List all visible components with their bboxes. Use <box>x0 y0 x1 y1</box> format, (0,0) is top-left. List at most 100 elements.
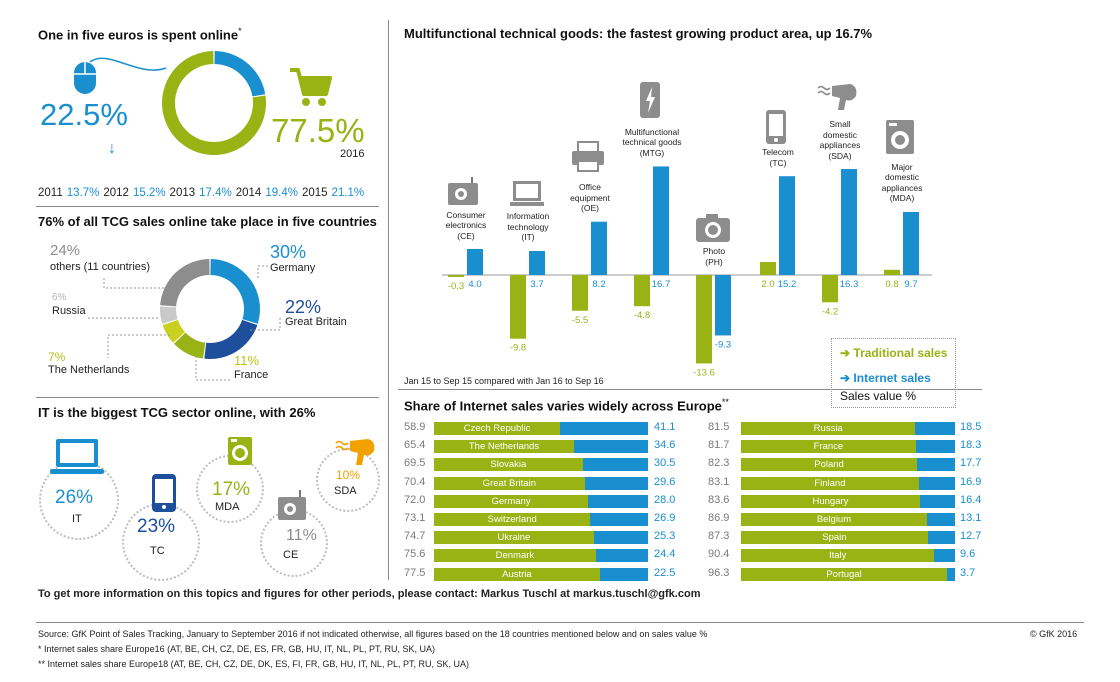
europe-net-value: 13.1 <box>960 512 982 524</box>
europe-country-label: The Netherlands <box>468 441 540 453</box>
europe-internet-bar <box>947 567 955 581</box>
history-year: 2012 <box>103 187 129 199</box>
history-value: 19.4% <box>265 187 298 199</box>
europe-bar-row: Spain <box>741 531 955 545</box>
europe-traditional-bar <box>434 440 574 454</box>
traditional-bar-ce <box>448 275 464 277</box>
growth-category-label: Multifunctional technical goods (MTG) <box>612 127 692 159</box>
growth-period-note: Jan 15 to Sep 15 compared with Jan 16 to… <box>404 376 604 386</box>
legend-internet-label: Internet sales <box>853 371 931 385</box>
traditional-value-label: 0.8 <box>885 279 898 290</box>
sector-sda-pct: 10% <box>336 468 361 482</box>
europe-trad-value: 73.1 <box>404 512 426 524</box>
europe-traditional-bar <box>741 513 927 526</box>
internet-value-label: -9.3 <box>715 339 731 350</box>
divider-left-1 <box>36 206 379 207</box>
internet-value-label: 8.2 <box>592 279 605 290</box>
europe-internet-bar <box>590 513 648 526</box>
europe-net-value: 17.7 <box>960 457 982 470</box>
growth-category-label-line: (OE) <box>581 203 599 214</box>
europe-trad-value: 86.9 <box>708 512 730 524</box>
history-value: 21.1% <box>331 187 365 199</box>
growth-category-label-line: Photo <box>702 246 726 256</box>
traditional-bar-ph <box>696 275 712 364</box>
europe-traditional-bar <box>434 458 583 472</box>
europe-net-value: 3.7 <box>960 566 976 579</box>
country-france-pct: 11% <box>234 353 260 368</box>
growth-category-label-line: (TC) <box>769 157 787 168</box>
europe-country-label: Slovakia <box>490 459 527 471</box>
growth-category-label-line: domestic <box>822 129 857 140</box>
europe-bar-row: Finland <box>741 476 955 490</box>
europe-bar-row: Denmark <box>434 549 648 563</box>
europe-bar-row: Ukraine <box>434 531 648 545</box>
internet-bar-tc <box>779 176 795 275</box>
europe-bar-row: Switzerland <box>434 513 648 526</box>
sector-sda-code: SDA <box>334 485 357 497</box>
sector-it-code: IT <box>72 513 82 525</box>
internet-bar-ph <box>715 275 731 336</box>
europe-internet-bar <box>919 494 955 508</box>
europe-net-value: 22.5 <box>654 566 676 579</box>
europe-country-label: Great Britain <box>482 477 536 489</box>
hairdryer-sda-icon <box>817 84 857 110</box>
europe-country-label: Germany <box>491 495 531 507</box>
growth-category-label-line: (IT) <box>521 232 535 243</box>
europe-net-value: 30.5 <box>654 457 676 470</box>
country-netherlands-name: The Netherlands <box>48 364 130 376</box>
europe-trad-value: 77.5 <box>404 566 426 579</box>
internet-bar-mda <box>903 211 919 275</box>
sector-ce-pct: 11% <box>286 527 317 544</box>
divider-left-2 <box>36 397 379 398</box>
europe-traditional-bar <box>741 531 928 545</box>
history-value: 13.7% <box>66 187 100 199</box>
camera-ph-icon <box>696 214 730 242</box>
europe-country-label: Italy <box>829 550 847 562</box>
contact-text: To get more information on this topics a… <box>38 588 701 600</box>
europe-net-value: 29.6 <box>654 475 676 488</box>
online-pct: 22.5% <box>40 97 128 132</box>
arrow-down-icon: ↓ <box>108 140 116 157</box>
footer-note1: * Internet sales share Europe16 (AT, BE,… <box>38 644 435 654</box>
growth-category-label-line: technical goods <box>622 137 682 148</box>
europe-traditional-bar <box>741 549 935 563</box>
europe-internet-bar <box>934 549 955 563</box>
country-france-name: France <box>234 369 269 381</box>
growth-title: Multifunctional technical goods: the fas… <box>404 26 873 41</box>
legend-unit: Sales value % <box>840 389 917 403</box>
europe-traditional-bar <box>434 494 589 508</box>
history-row: 2011 13.7% 2012 15.2% 2013 17.4% 2014 19.4% 2015… <box>38 187 368 199</box>
europe-internet-bar <box>560 422 648 435</box>
growth-category-label: Office equipment (OE) <box>550 182 630 214</box>
europe-traditional-bar <box>434 476 585 490</box>
growth-category-label-line: electronics <box>445 220 487 230</box>
internet-value-label: 16.3 <box>840 279 859 290</box>
europe-country-label: Hungary <box>812 495 849 507</box>
radio-ce-icon <box>448 177 478 205</box>
footer-copyright: © GfK 2016 <box>1030 629 1078 639</box>
europe-title-text: Share of Internet sales varies widely ac… <box>404 398 722 414</box>
sector-tc-code: TC <box>150 545 165 557</box>
growth-category-label-line: Small <box>829 119 851 130</box>
traditional-value-label: -9.8 <box>510 343 526 354</box>
growth-category-label: Consumer electronics (CE) <box>426 210 506 242</box>
mouse-icon <box>74 57 167 94</box>
europe-trad-value: 83.6 <box>708 493 730 506</box>
europe-bar-row: Austria <box>434 567 648 581</box>
europe-net-value: 28.0 <box>654 493 676 506</box>
europe-trad-value: 69.5 <box>404 457 426 470</box>
europe-internet-bar <box>918 476 955 490</box>
growth-category-label-line: Consumer <box>446 209 486 220</box>
europe-net-value: 16.9 <box>960 475 982 488</box>
europe-trad-value: 58.9 <box>404 421 426 433</box>
europe-traditional-bar <box>741 440 916 454</box>
donut-slice-germany <box>210 259 260 324</box>
country-gb-name: Great Britain <box>285 316 347 328</box>
donut-slice-netherlands <box>162 319 185 343</box>
country-gb-pct: 22% <box>285 297 322 317</box>
internet-value-label: 4.0 <box>468 279 481 290</box>
europe-net-value: 16.4 <box>960 493 982 506</box>
sector-tc-bubble <box>122 503 200 581</box>
washing-machine-icon <box>228 437 252 465</box>
sectors-title: IT is the biggest TCG sector online, wit… <box>38 405 316 420</box>
